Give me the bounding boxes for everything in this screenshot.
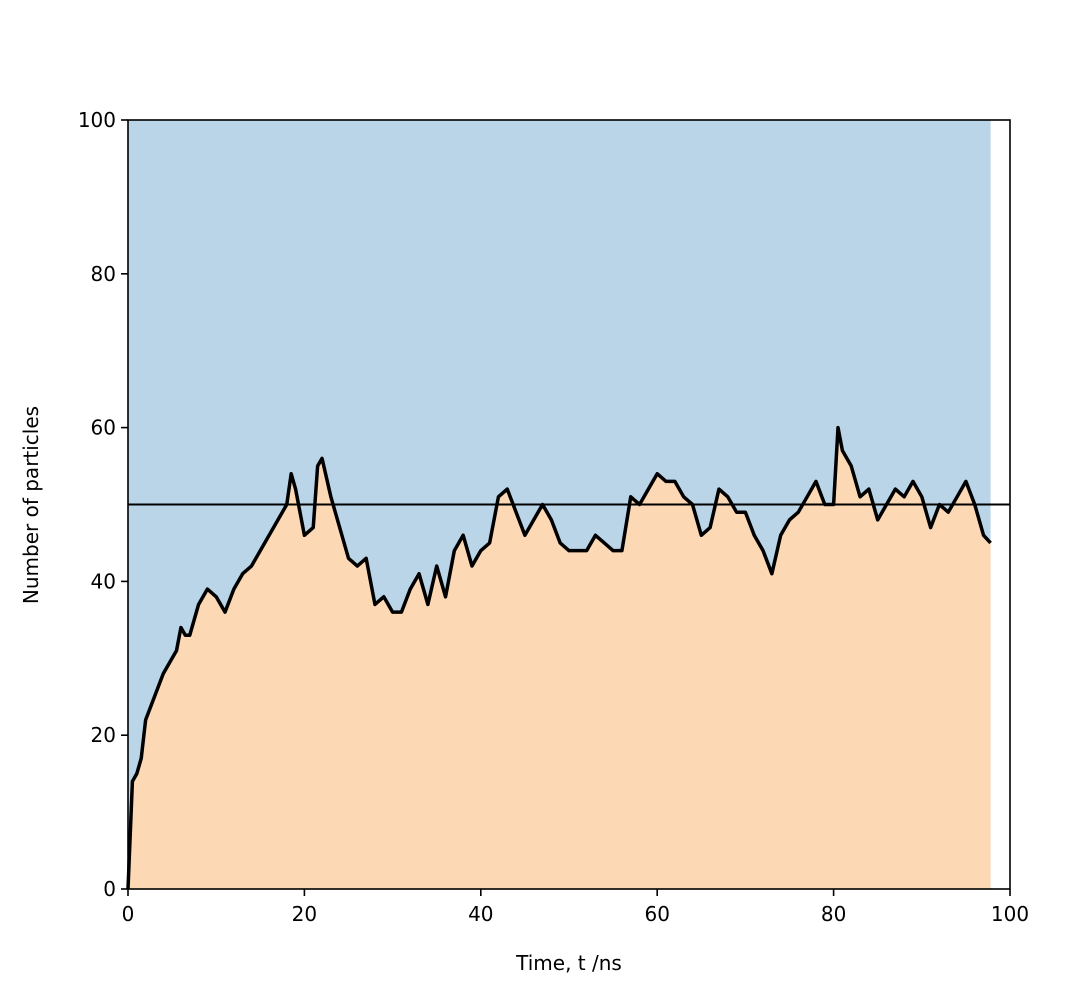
line [126,425,992,890]
x-tick-label: 60 [644,902,669,926]
x-tick-label: 80 [821,902,846,926]
y-tick-label: 100 [78,108,116,132]
x-tick-label: 0 [122,902,135,926]
y-tick-label: 80 [91,262,116,286]
x-tick-label: 40 [468,902,493,926]
x-tick-label: 20 [292,902,317,926]
y-tick-label: 60 [91,416,116,440]
y-tick-label: 20 [91,723,116,747]
y-tick-label: 0 [103,877,116,901]
plot-frame [127,119,1011,890]
x-axis-label: Time, t /ns [515,951,622,975]
y-tick-label: 40 [91,569,116,593]
x-tick-label: 100 [991,902,1029,926]
y-axis-label: Number of particles [19,406,43,604]
